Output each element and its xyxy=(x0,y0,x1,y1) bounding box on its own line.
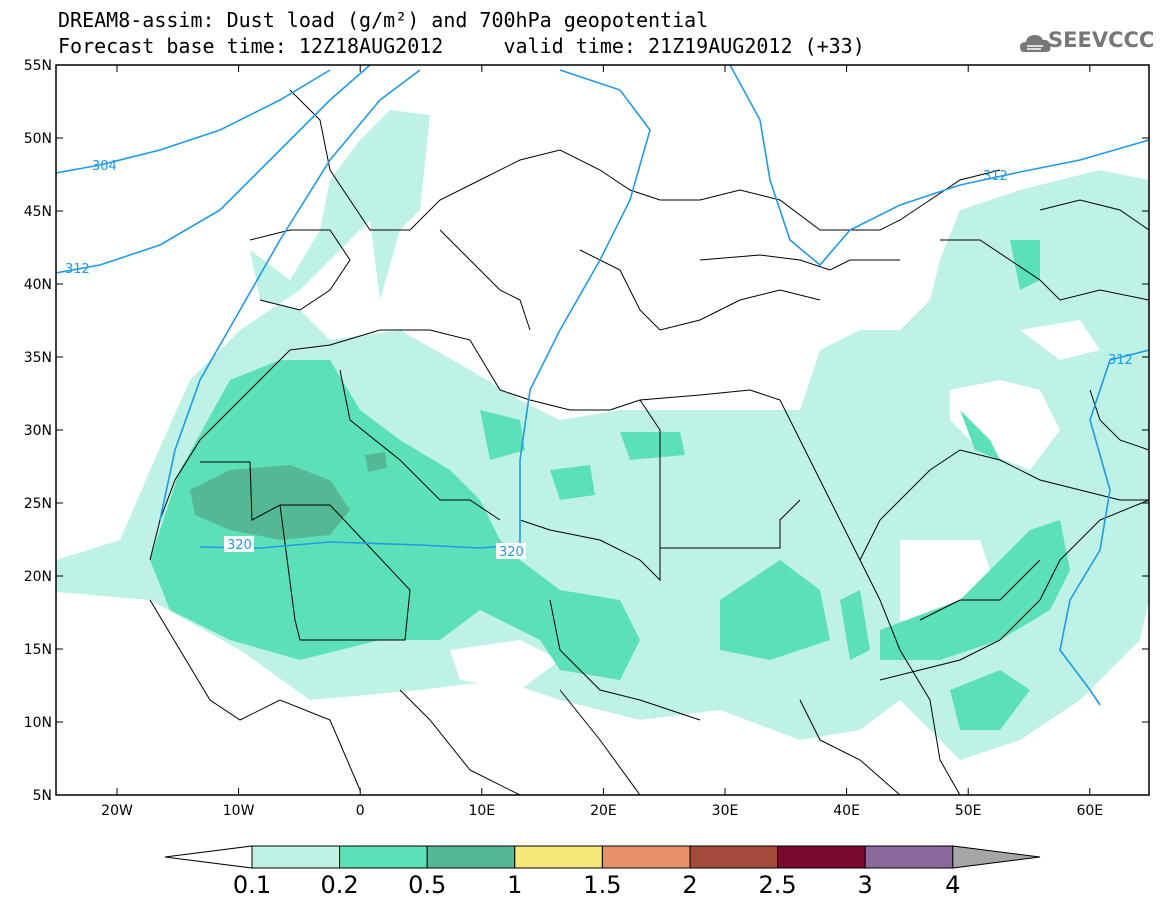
lat-label: 40N xyxy=(24,277,52,293)
map-area xyxy=(56,65,1149,795)
map-title-line1: DREAM8-assim: Dust load (g/m²) and 700hP… xyxy=(58,8,709,32)
lat-label: 55N xyxy=(24,58,52,74)
colorbar-segment xyxy=(864,845,954,869)
lon-label: 10W xyxy=(223,803,255,819)
dust-level-dark xyxy=(190,452,387,540)
colorbar-label: 3 xyxy=(857,871,873,899)
colorbar-segment xyxy=(426,845,516,869)
lat-label: 30N xyxy=(24,423,52,439)
colorbar-max-arrow xyxy=(952,845,1041,869)
colorbar-label: 1 xyxy=(507,871,523,899)
contour-label: 312 xyxy=(983,169,1008,184)
dust-level-medium xyxy=(150,240,1070,730)
colorbar-label: 0.5 xyxy=(408,871,447,899)
lat-label: 50N xyxy=(24,131,52,147)
cloud-logo-icon xyxy=(1020,35,1051,52)
contour-label: 320 xyxy=(227,538,252,553)
borders xyxy=(149,89,1149,795)
colorbar-segment xyxy=(689,845,779,869)
longitude-axis: 20W 10W 0 10E 20E 30E 40E 50E 60E xyxy=(101,65,1103,819)
colorbar-segment xyxy=(514,845,603,869)
colorbar-label: 2 xyxy=(682,871,698,899)
lat-label: 45N xyxy=(24,204,52,220)
logo-text: SEEVCCC xyxy=(1048,28,1155,52)
colorbar-segment xyxy=(251,845,341,869)
colorbar-min-arrow xyxy=(164,845,253,869)
contour-labels: 304 312 312 312 320 320 xyxy=(65,159,1133,560)
lon-label: 60E xyxy=(1076,803,1103,819)
lat-label: 20N xyxy=(24,569,52,585)
lon-label: 20E xyxy=(590,803,617,819)
colorbar-segment xyxy=(777,845,866,869)
lat-label: 5N xyxy=(33,788,52,804)
lon-label: 30E xyxy=(712,803,739,819)
map-title-line2: Forecast base time: 12Z18AUG2012 valid t… xyxy=(58,34,865,58)
contour-label: 320 xyxy=(499,545,524,560)
colorbar-segment xyxy=(601,845,691,869)
latitude-axis: 55N 50N 45N 40N 35N 30N 25N 20N 15N 10N 5N xyxy=(24,58,1149,804)
lon-label: 50E xyxy=(955,803,982,819)
geopotential-contours xyxy=(56,65,1149,706)
lat-label: 10N xyxy=(24,715,52,731)
lon-label: 10E xyxy=(468,803,495,819)
contour-label: 312 xyxy=(1108,353,1133,368)
lon-label: 20W xyxy=(101,803,133,819)
contour-label: 312 xyxy=(65,262,90,277)
lat-label: 25N xyxy=(24,496,52,512)
colorbar-label: 0.1 xyxy=(232,871,272,899)
colorbar-segment xyxy=(339,845,428,869)
colorbar-label: 1.5 xyxy=(583,871,622,899)
colorbar-label: 4 xyxy=(945,871,961,899)
colorbar-label: 0.2 xyxy=(320,871,359,899)
lat-label: 35N xyxy=(24,350,52,366)
lat-label: 15N xyxy=(24,642,52,658)
colorbar-label: 2.5 xyxy=(758,871,797,899)
lon-label: 40E xyxy=(833,803,860,819)
colorbar xyxy=(164,845,1041,869)
lon-label: 0 xyxy=(356,803,365,819)
contour-label: 304 xyxy=(92,159,117,174)
